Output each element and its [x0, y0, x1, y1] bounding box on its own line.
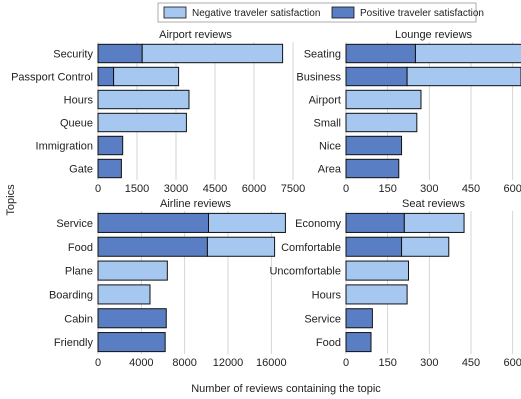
x-tick-label: 0 — [95, 183, 101, 195]
x-tick-label: 4500 — [203, 183, 227, 195]
x-tick-label: 300 — [420, 357, 438, 369]
x-tick-label: 150 — [378, 357, 396, 369]
x-tick-label: 600 — [503, 183, 521, 195]
bar-food-positive — [97, 236, 208, 257]
chart-airport-reviews: Airport reviews Security Passport Control H… — [11, 29, 305, 195]
bar-airport-negative — [345, 89, 422, 110]
x-tick-label: 7500 — [281, 183, 305, 195]
bar-queue-negative — [97, 112, 187, 133]
bar-seating-negative — [414, 43, 521, 64]
bar-plane-negative — [97, 260, 168, 281]
bar-business-positive — [345, 66, 408, 87]
chart-title: Lounge reviews — [395, 29, 473, 41]
bar-comfortable-negative — [401, 236, 450, 257]
category-label: Food — [68, 242, 93, 254]
bar-uncomfortable-negative — [345, 260, 409, 281]
category-label: Hours — [312, 289, 342, 301]
bar-service-positive — [345, 308, 373, 329]
bar-passport-control-negative — [113, 66, 180, 87]
bar-friendly-positive — [97, 332, 166, 353]
legend-frame — [157, 2, 477, 23]
bar-hours-negative — [345, 284, 408, 305]
chart-title: Seat reviews — [402, 198, 465, 210]
x-tick-label: 16000 — [256, 357, 287, 369]
x-tick-label: 450 — [462, 357, 480, 369]
bar-passport-control-positive — [97, 66, 115, 87]
x-tick-label: 0 — [343, 357, 349, 369]
figure-xlabel: Number of reviews containing the topic — [191, 383, 381, 395]
bar-security-negative — [141, 43, 284, 64]
bar-seating-positive — [345, 43, 416, 64]
bar-economy-positive — [345, 212, 405, 233]
category-label: Plane — [65, 266, 93, 278]
category-label: Queue — [60, 118, 93, 130]
x-tick-label: 1500 — [125, 183, 149, 195]
category-label: Security — [53, 49, 93, 61]
category-label: Economy — [295, 218, 341, 230]
category-label: Airport — [309, 95, 341, 107]
bar-gate-positive — [97, 158, 122, 179]
x-tick-label: 0 — [95, 357, 101, 369]
x-tick-label: 150 — [378, 183, 396, 195]
x-tick-label: 6000 — [242, 183, 266, 195]
x-tick-label: 0 — [343, 183, 349, 195]
category-label: Business — [296, 72, 341, 84]
bar-food-positive — [345, 332, 372, 353]
x-tick-label: 3000 — [164, 183, 188, 195]
category-label: Friendly — [54, 337, 94, 349]
legend-label-positive: Positive traveler satisfaction — [360, 8, 484, 19]
category-label: Hours — [64, 95, 94, 107]
bar-cabin-positive — [97, 308, 167, 329]
x-tick-label: 450 — [462, 183, 480, 195]
category-label: Comfortable — [281, 242, 341, 254]
bar-economy-negative — [403, 212, 465, 233]
category-label: Nice — [319, 141, 341, 153]
bar-comfortable-positive — [345, 236, 403, 257]
category-label: Area — [318, 164, 342, 176]
x-tick-label: 4000 — [129, 357, 153, 369]
bar-service-negative — [208, 212, 286, 233]
category-label: Immigration — [36, 141, 93, 153]
legend-label-negative: Negative traveler satisfaction — [192, 8, 320, 19]
x-tick-label: 12000 — [213, 357, 244, 369]
legend: Negative traveler satisfaction Positive … — [157, 2, 484, 23]
category-label: Seating — [304, 49, 341, 61]
bar-boarding-negative — [97, 284, 151, 305]
bar-immigration-positive — [97, 135, 124, 156]
chart-airline-reviews: Airline reviews Service Food Plane Boarding C… — [49, 198, 287, 369]
category-label: Gate — [69, 164, 93, 176]
bar-food-negative — [206, 236, 276, 257]
category-label: Uncomfortable — [269, 266, 341, 278]
bar-business-negative — [406, 66, 521, 87]
x-tick-label: 8000 — [172, 357, 196, 369]
bar-security-positive — [97, 43, 143, 64]
category-label: Passport Control — [11, 72, 93, 84]
bar-area-positive — [345, 158, 400, 179]
chart-lounge-reviews: Lounge reviews Seating Business Airport Smal… — [296, 29, 521, 195]
chart-title: Airport reviews — [159, 29, 232, 41]
bar-nice-positive — [345, 135, 403, 156]
bar-hours-negative — [97, 89, 190, 110]
category-label: Food — [316, 337, 341, 349]
bar-small-negative — [345, 112, 418, 133]
x-tick-label: 300 — [420, 183, 438, 195]
legend-swatch-negative — [163, 6, 187, 19]
category-label: Service — [304, 313, 341, 325]
category-label: Small — [313, 118, 341, 130]
chart-title: Airline reviews — [160, 198, 231, 210]
x-tick-label: 600 — [503, 357, 521, 369]
category-label: Service — [56, 218, 93, 230]
figure-ylabel: Topics — [5, 184, 17, 216]
category-label: Cabin — [64, 313, 93, 325]
category-label: Boarding — [49, 289, 93, 301]
bar-service-positive — [97, 212, 209, 233]
chart-seat-reviews: Seat reviews Economy Comfortable Uncomforta… — [269, 198, 521, 369]
legend-swatch-positive — [331, 6, 355, 19]
